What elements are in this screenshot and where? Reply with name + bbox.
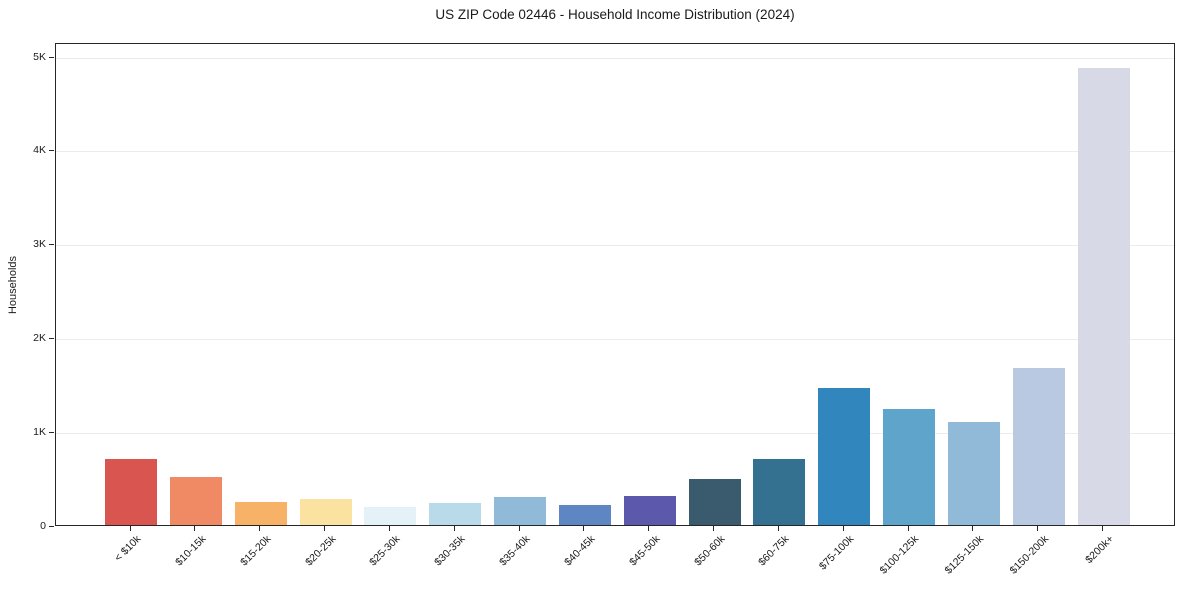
y-tick-label: 0	[40, 519, 46, 532]
y-tick-label: 2K	[33, 331, 46, 344]
bar-$45-50k	[623, 495, 676, 525]
y-tick-mark	[49, 244, 54, 246]
x-tick-label: $40-45k	[562, 533, 598, 569]
x-tick-mark	[129, 526, 131, 531]
y-tick-label: 4K	[33, 144, 46, 157]
x-tick-label: < $10k	[112, 533, 144, 564]
bar-$60-75k	[753, 459, 806, 525]
bar-$200k+	[1077, 67, 1130, 525]
x-tick-label: $125-150k	[942, 533, 987, 577]
x-tick-label: $20-25k	[302, 533, 339, 569]
x-tick-label: $15-20k	[237, 533, 274, 569]
y-axis-label-wrap: Households	[0, 43, 26, 526]
bar-$150-200k	[1012, 368, 1065, 525]
bar-$100-125k	[883, 408, 936, 525]
y-tick-label: 5K	[33, 50, 46, 63]
bar-$35-40k	[494, 496, 547, 525]
bar-$10-15k	[169, 476, 222, 525]
x-tick-mark	[583, 526, 585, 531]
x-tick-label: $30-35k	[432, 533, 468, 569]
x-tick-mark	[194, 526, 196, 531]
y-tick-label: 3K	[33, 238, 46, 251]
x-tick-mark	[518, 526, 520, 531]
y-tick-mark	[49, 150, 54, 152]
bar-$20-25k	[299, 498, 352, 525]
bar-$30-35k	[429, 503, 482, 525]
x-tick-mark	[324, 526, 326, 531]
gridline	[56, 245, 1174, 247]
chart-title: US ZIP Code 02446 - Household Income Dis…	[435, 7, 795, 22]
y-tick-label: 1K	[33, 425, 46, 438]
x-tick-mark	[1102, 526, 1104, 531]
x-tick-label: $75-100k	[817, 533, 857, 573]
x-tick-mark	[388, 526, 390, 531]
x-tick-mark	[648, 526, 650, 531]
x-tick-label: $150-200k	[1007, 533, 1052, 577]
x-tick-label: $60-75k	[756, 533, 792, 569]
x-tick-label: $45-50k	[626, 533, 663, 569]
x-tick-mark	[972, 526, 974, 531]
x-tick-label: $35-40k	[497, 533, 533, 569]
x-tick-mark	[713, 526, 715, 531]
x-tick-label: $50-60k	[691, 533, 728, 569]
gridline	[56, 57, 1174, 59]
bar-$15-20k	[234, 501, 287, 525]
x-tick-label: $200k+	[1083, 533, 1117, 567]
x-tick-label: $100-125k	[878, 533, 922, 577]
x-tick-mark	[842, 526, 844, 531]
x-tick-label: $10-15k	[173, 533, 209, 569]
x-tick-mark	[453, 526, 455, 531]
bar-$40-45k	[558, 504, 611, 525]
bar-< $10k	[105, 459, 157, 525]
x-tick-mark	[907, 526, 909, 531]
y-tick-mark	[49, 431, 54, 433]
y-tick-mark	[49, 56, 54, 58]
plot-area	[55, 43, 1175, 526]
y-axis-label: Households	[7, 255, 19, 314]
x-tick-mark	[1037, 526, 1039, 531]
gridline	[56, 432, 1174, 434]
bar-$125-150k	[947, 421, 1000, 525]
bar-$75-100k	[818, 387, 871, 525]
gridline	[56, 338, 1174, 340]
x-tick-mark	[259, 526, 261, 531]
bar-$50-60k	[688, 479, 741, 525]
y-tick-mark	[49, 337, 54, 339]
bar-$25-30k	[364, 507, 417, 525]
y-tick-mark	[49, 525, 54, 527]
x-tick-label: $25-30k	[367, 533, 403, 569]
gridline	[56, 151, 1174, 153]
x-tick-mark	[777, 526, 779, 531]
